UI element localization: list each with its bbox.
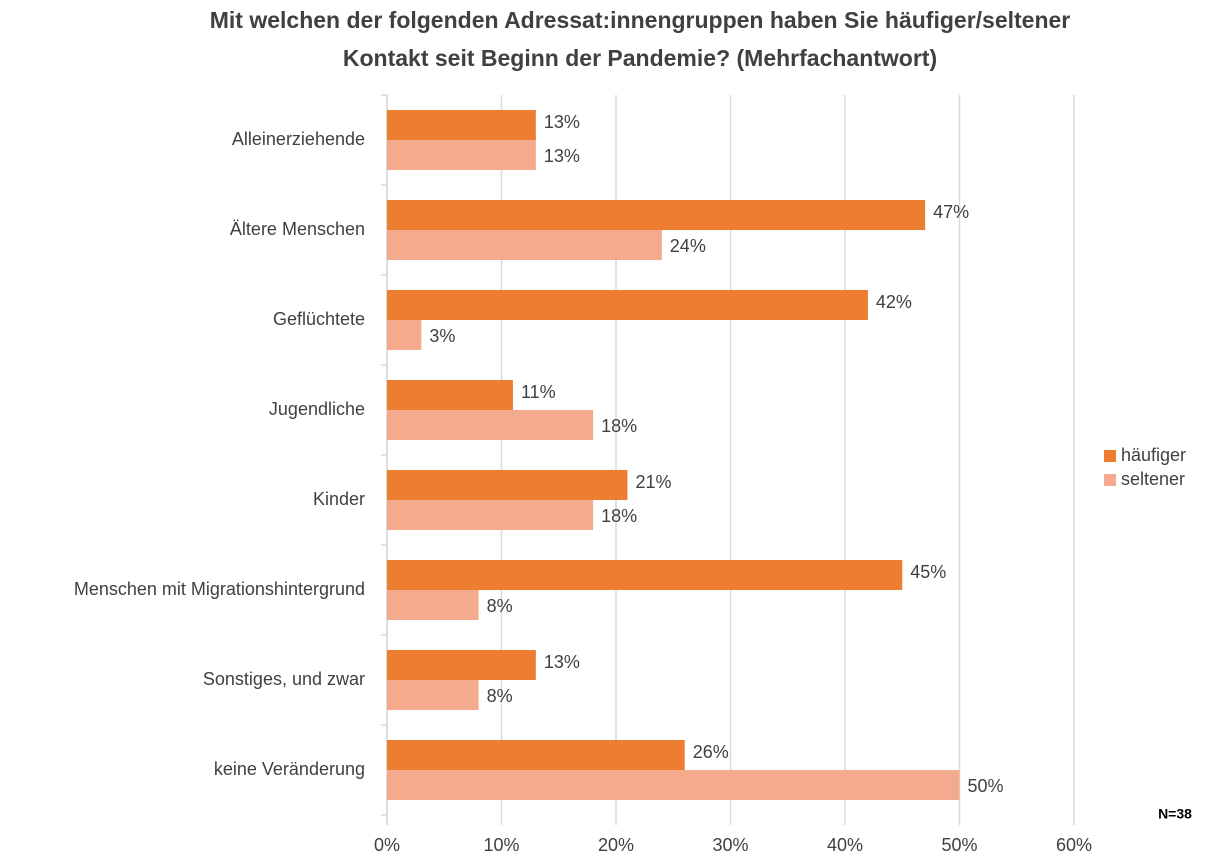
y-tick-label: keine Veränderung (214, 759, 365, 779)
bar (387, 560, 903, 590)
data-label: 11% (521, 382, 556, 402)
data-label: 21% (635, 472, 671, 492)
legend-swatch (1104, 474, 1116, 486)
chart-title: Mit welchen der folgenden Adressat:innen… (210, 7, 1071, 33)
bar (387, 500, 594, 530)
y-tick-label: Ältere Menschen (230, 219, 365, 239)
bar (387, 590, 479, 620)
x-tick-label: 0% (374, 835, 400, 855)
legend-label: seltener (1121, 469, 1185, 489)
data-label: 13% (544, 112, 580, 132)
y-tick-label: Sonstiges, und zwar (203, 669, 365, 689)
x-tick-label: 50% (941, 835, 977, 855)
bar (387, 320, 422, 350)
bar (387, 740, 685, 770)
legend-swatch (1104, 450, 1116, 462)
bar (387, 470, 628, 500)
bar (387, 680, 479, 710)
bar (387, 110, 536, 140)
x-tick-label: 10% (483, 835, 519, 855)
data-label: 24% (670, 236, 706, 256)
data-label: 3% (429, 326, 455, 346)
x-tick-label: 30% (712, 835, 748, 855)
data-label: 47% (933, 202, 969, 222)
data-label: 13% (544, 652, 580, 672)
y-tick-label: Geflüchtete (273, 309, 365, 329)
bar (387, 140, 536, 170)
chart-title: Kontakt seit Beginn der Pandemie? (Mehrf… (343, 45, 937, 71)
data-label: 45% (910, 562, 946, 582)
y-tick-label: Menschen mit Migrationshintergrund (74, 579, 365, 599)
bar (387, 230, 662, 260)
data-label: 50% (968, 776, 1004, 796)
data-label: 26% (693, 742, 729, 762)
data-label: 8% (487, 596, 513, 616)
data-label: 8% (487, 686, 513, 706)
data-label: 18% (601, 416, 637, 436)
data-label: 13% (544, 146, 580, 166)
y-tick-label: Jugendliche (269, 399, 365, 419)
y-tick-label: Alleinerziehende (232, 129, 365, 149)
legend-label: häufiger (1121, 445, 1186, 465)
y-tick-label: Kinder (313, 489, 365, 509)
bar (387, 650, 536, 680)
x-tick-label: 20% (598, 835, 634, 855)
x-tick-label: 40% (827, 835, 863, 855)
bar (387, 410, 594, 440)
bar (387, 380, 513, 410)
bar (387, 770, 960, 800)
bar (387, 290, 868, 320)
bar (387, 200, 926, 230)
data-label: 42% (876, 292, 912, 312)
x-tick-label: 60% (1056, 835, 1092, 855)
data-label: 18% (601, 506, 637, 526)
annotation: N=38 (1158, 806, 1192, 822)
